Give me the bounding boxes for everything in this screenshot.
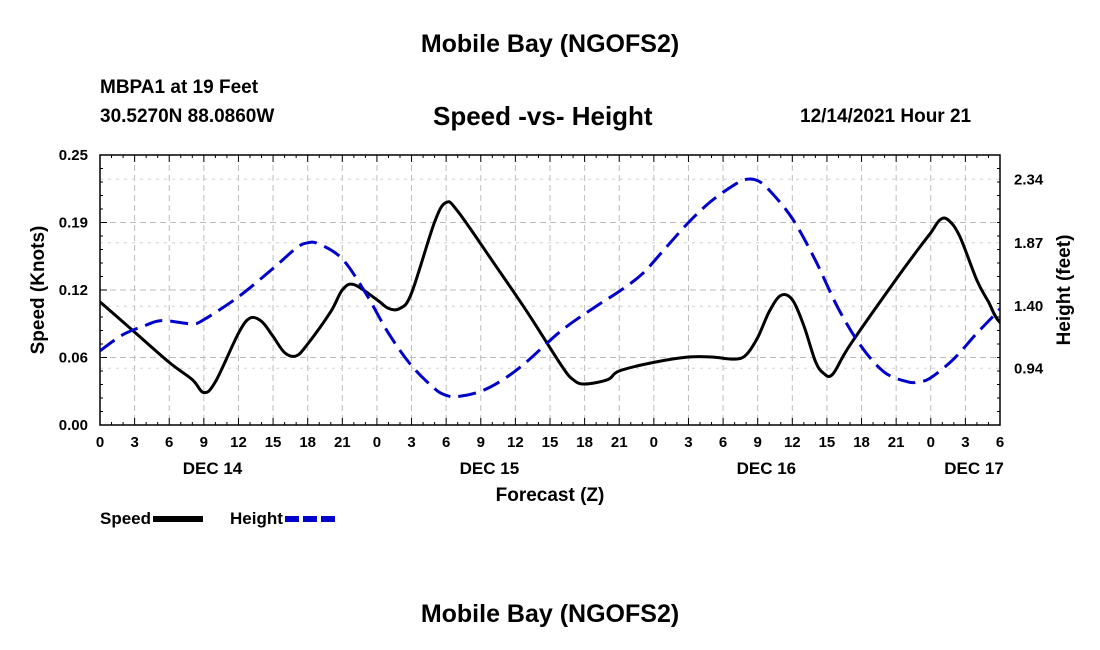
- x-tick-label: 0: [650, 434, 658, 451]
- x-tick-label: 6: [996, 434, 1004, 451]
- x-tick-label: 9: [754, 434, 762, 451]
- plot-frame: [99, 154, 1001, 426]
- x-tick-label: 18: [576, 434, 593, 451]
- x-tick-label: 3: [961, 434, 969, 451]
- x-tick-label: 12: [784, 434, 801, 451]
- x-tick-label: 21: [611, 434, 628, 451]
- y-left-tick-label: 0.00: [59, 417, 88, 434]
- x-tick-label: 18: [299, 434, 316, 451]
- x-tick-label: 9: [200, 434, 208, 451]
- chart-title-repeat: Mobile Bay (NGOFS2): [420, 600, 680, 628]
- forecast-datetime: 12/14/2021 Hour 21: [800, 106, 972, 127]
- y-right-tick-label: 2.34: [1014, 171, 1044, 188]
- x-tick-label: 9: [477, 434, 485, 451]
- legend-speed-label: Speed: [100, 509, 152, 528]
- y-right-tick-label: 0.94: [1014, 360, 1044, 377]
- x-tick-label: 12: [507, 434, 524, 451]
- x-tick-label: 18: [853, 434, 870, 451]
- x-tick-label: 3: [407, 434, 415, 451]
- y-right-tick-label: 1.87: [1014, 235, 1043, 252]
- x-tick-label: 3: [684, 434, 692, 451]
- x-tick-label: 6: [719, 434, 727, 451]
- chart-title: Mobile Bay (NGOFS2): [420, 30, 680, 58]
- speed-height-chart: 0 3 6 9 12 15 18 21 0 3 6 9 12 15 18 21 0 3 6 9 12 15 18 21 0 3 6D…: [28, 147, 1075, 506]
- y-left-tick-label: 0.12: [59, 282, 88, 299]
- x-tick-label: 0: [927, 434, 935, 451]
- y-left-axis-label: Speed (Knots): [28, 226, 49, 355]
- y-left-tick-label: 0.25: [59, 147, 88, 164]
- y-right-axis-label: Height (feet): [1054, 235, 1075, 346]
- x-axis-label: Forecast (Z): [496, 485, 605, 506]
- x-tick-label: 0: [373, 434, 381, 451]
- x-tick-label: 15: [265, 434, 282, 451]
- x-tick-label: 3: [130, 434, 138, 451]
- x-tick-label: 21: [334, 434, 351, 451]
- x-date-label: DEC 14: [183, 459, 243, 478]
- x-date-label: DEC 17: [944, 459, 1004, 478]
- x-tick-label: 6: [165, 434, 173, 451]
- x-date-label: DEC 16: [737, 459, 797, 478]
- x-tick-label: 15: [819, 434, 836, 451]
- station-coordinates: 30.5270N 88.0860W: [100, 106, 275, 127]
- legend-speed: Speed: [100, 509, 204, 529]
- chart-subtitle: Speed -vs- Height: [433, 101, 653, 131]
- y-left-tick-label: 0.19: [59, 215, 88, 232]
- x-tick-label: 0: [96, 434, 104, 451]
- x-tick-label: 12: [230, 434, 247, 451]
- x-tick-label: 6: [442, 434, 450, 451]
- y-right-tick-label: 1.40: [1014, 298, 1043, 315]
- y-left-tick-label: 0.06: [59, 350, 88, 367]
- station-label: MBPA1 at 19 Feet: [100, 77, 259, 98]
- x-tick-label: 15: [542, 434, 559, 451]
- legend-height-label: Height: [230, 509, 283, 528]
- legend-height: Height: [230, 509, 335, 529]
- legend-speed-swatch: [153, 516, 204, 522]
- legend-height-swatch: [284, 516, 335, 522]
- series-line-height: [100, 177, 1000, 399]
- x-date-label: DEC 15: [460, 459, 520, 478]
- x-tick-label: 21: [888, 434, 905, 451]
- series-line-speed: [100, 200, 1000, 395]
